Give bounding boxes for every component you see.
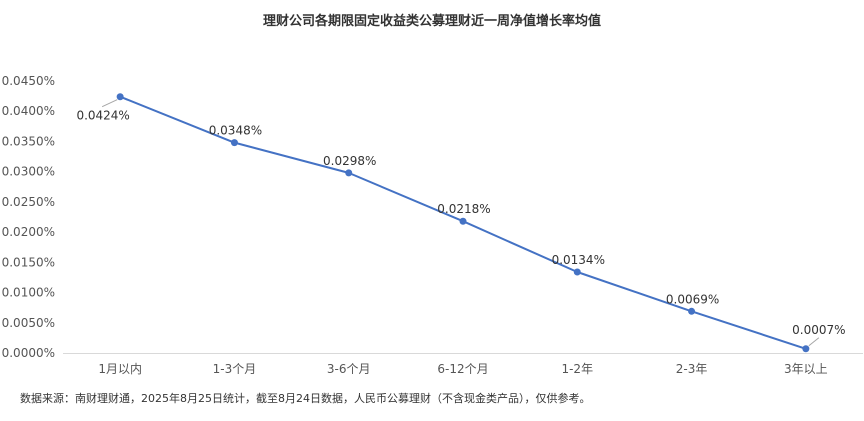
data-point — [573, 268, 581, 276]
leader-line — [101, 99, 118, 108]
series-group — [116, 93, 810, 353]
x-tick-label: 3年以上 — [784, 362, 828, 376]
data-label: 0.0424% — [76, 109, 129, 123]
y-tick-label: 0.0100% — [2, 286, 55, 300]
x-tick-label: 1-2年 — [561, 362, 593, 376]
y-tick-label: 0.0000% — [2, 346, 55, 360]
y-axis-tick-labels: 0.0000% 0.0050% 0.0100% 0.0150% 0.0200% 0.025… — [2, 74, 55, 360]
x-tick-label: 6-12个月 — [437, 362, 488, 376]
y-tick-label: 0.0150% — [2, 255, 55, 269]
y-tick-label: 0.0400% — [2, 104, 55, 118]
x-tick-label: 1-3个月 — [213, 362, 257, 376]
data-label: 0.0134% — [552, 253, 605, 267]
data-label: 0.0218% — [437, 202, 490, 216]
data-labels: 0.0424% 0.0348% 0.0298% 0.0218% 0.0134% 0.006… — [76, 99, 846, 347]
data-label: 0.0007% — [792, 323, 845, 337]
x-tick-label: 1月以内 — [98, 362, 142, 376]
data-source-note: 数据来源：南财理财通，2025年8月25日统计，截至8月24日数据，人民币公募理… — [20, 392, 591, 405]
data-point — [802, 345, 810, 353]
y-tick-label: 0.0250% — [2, 195, 55, 209]
y-tick-label: 0.0450% — [2, 74, 55, 88]
data-point — [459, 217, 467, 225]
x-tick-label: 3-6个月 — [327, 362, 371, 376]
leader-line — [808, 337, 820, 347]
data-point — [116, 93, 124, 101]
x-axis-tick-labels: 1月以内 1-3个月 3-6个月 6-12个月 1-2年 2-3年 3年以上 — [98, 362, 827, 376]
data-point — [688, 307, 696, 315]
data-point — [345, 169, 353, 177]
data-label: 0.0298% — [323, 154, 376, 168]
y-tick-label: 0.0350% — [2, 134, 55, 148]
chart-title: 理财公司各期限固定收益类公募理财近一周净值增长率均值 — [262, 14, 601, 29]
y-tick-label: 0.0050% — [2, 316, 55, 330]
y-tick-label: 0.0300% — [2, 165, 55, 179]
data-point — [230, 139, 238, 147]
data-label: 0.0348% — [209, 124, 262, 138]
x-tick-label: 2-3年 — [676, 362, 708, 376]
y-tick-label: 0.0200% — [2, 225, 55, 239]
data-label: 0.0069% — [666, 292, 719, 306]
